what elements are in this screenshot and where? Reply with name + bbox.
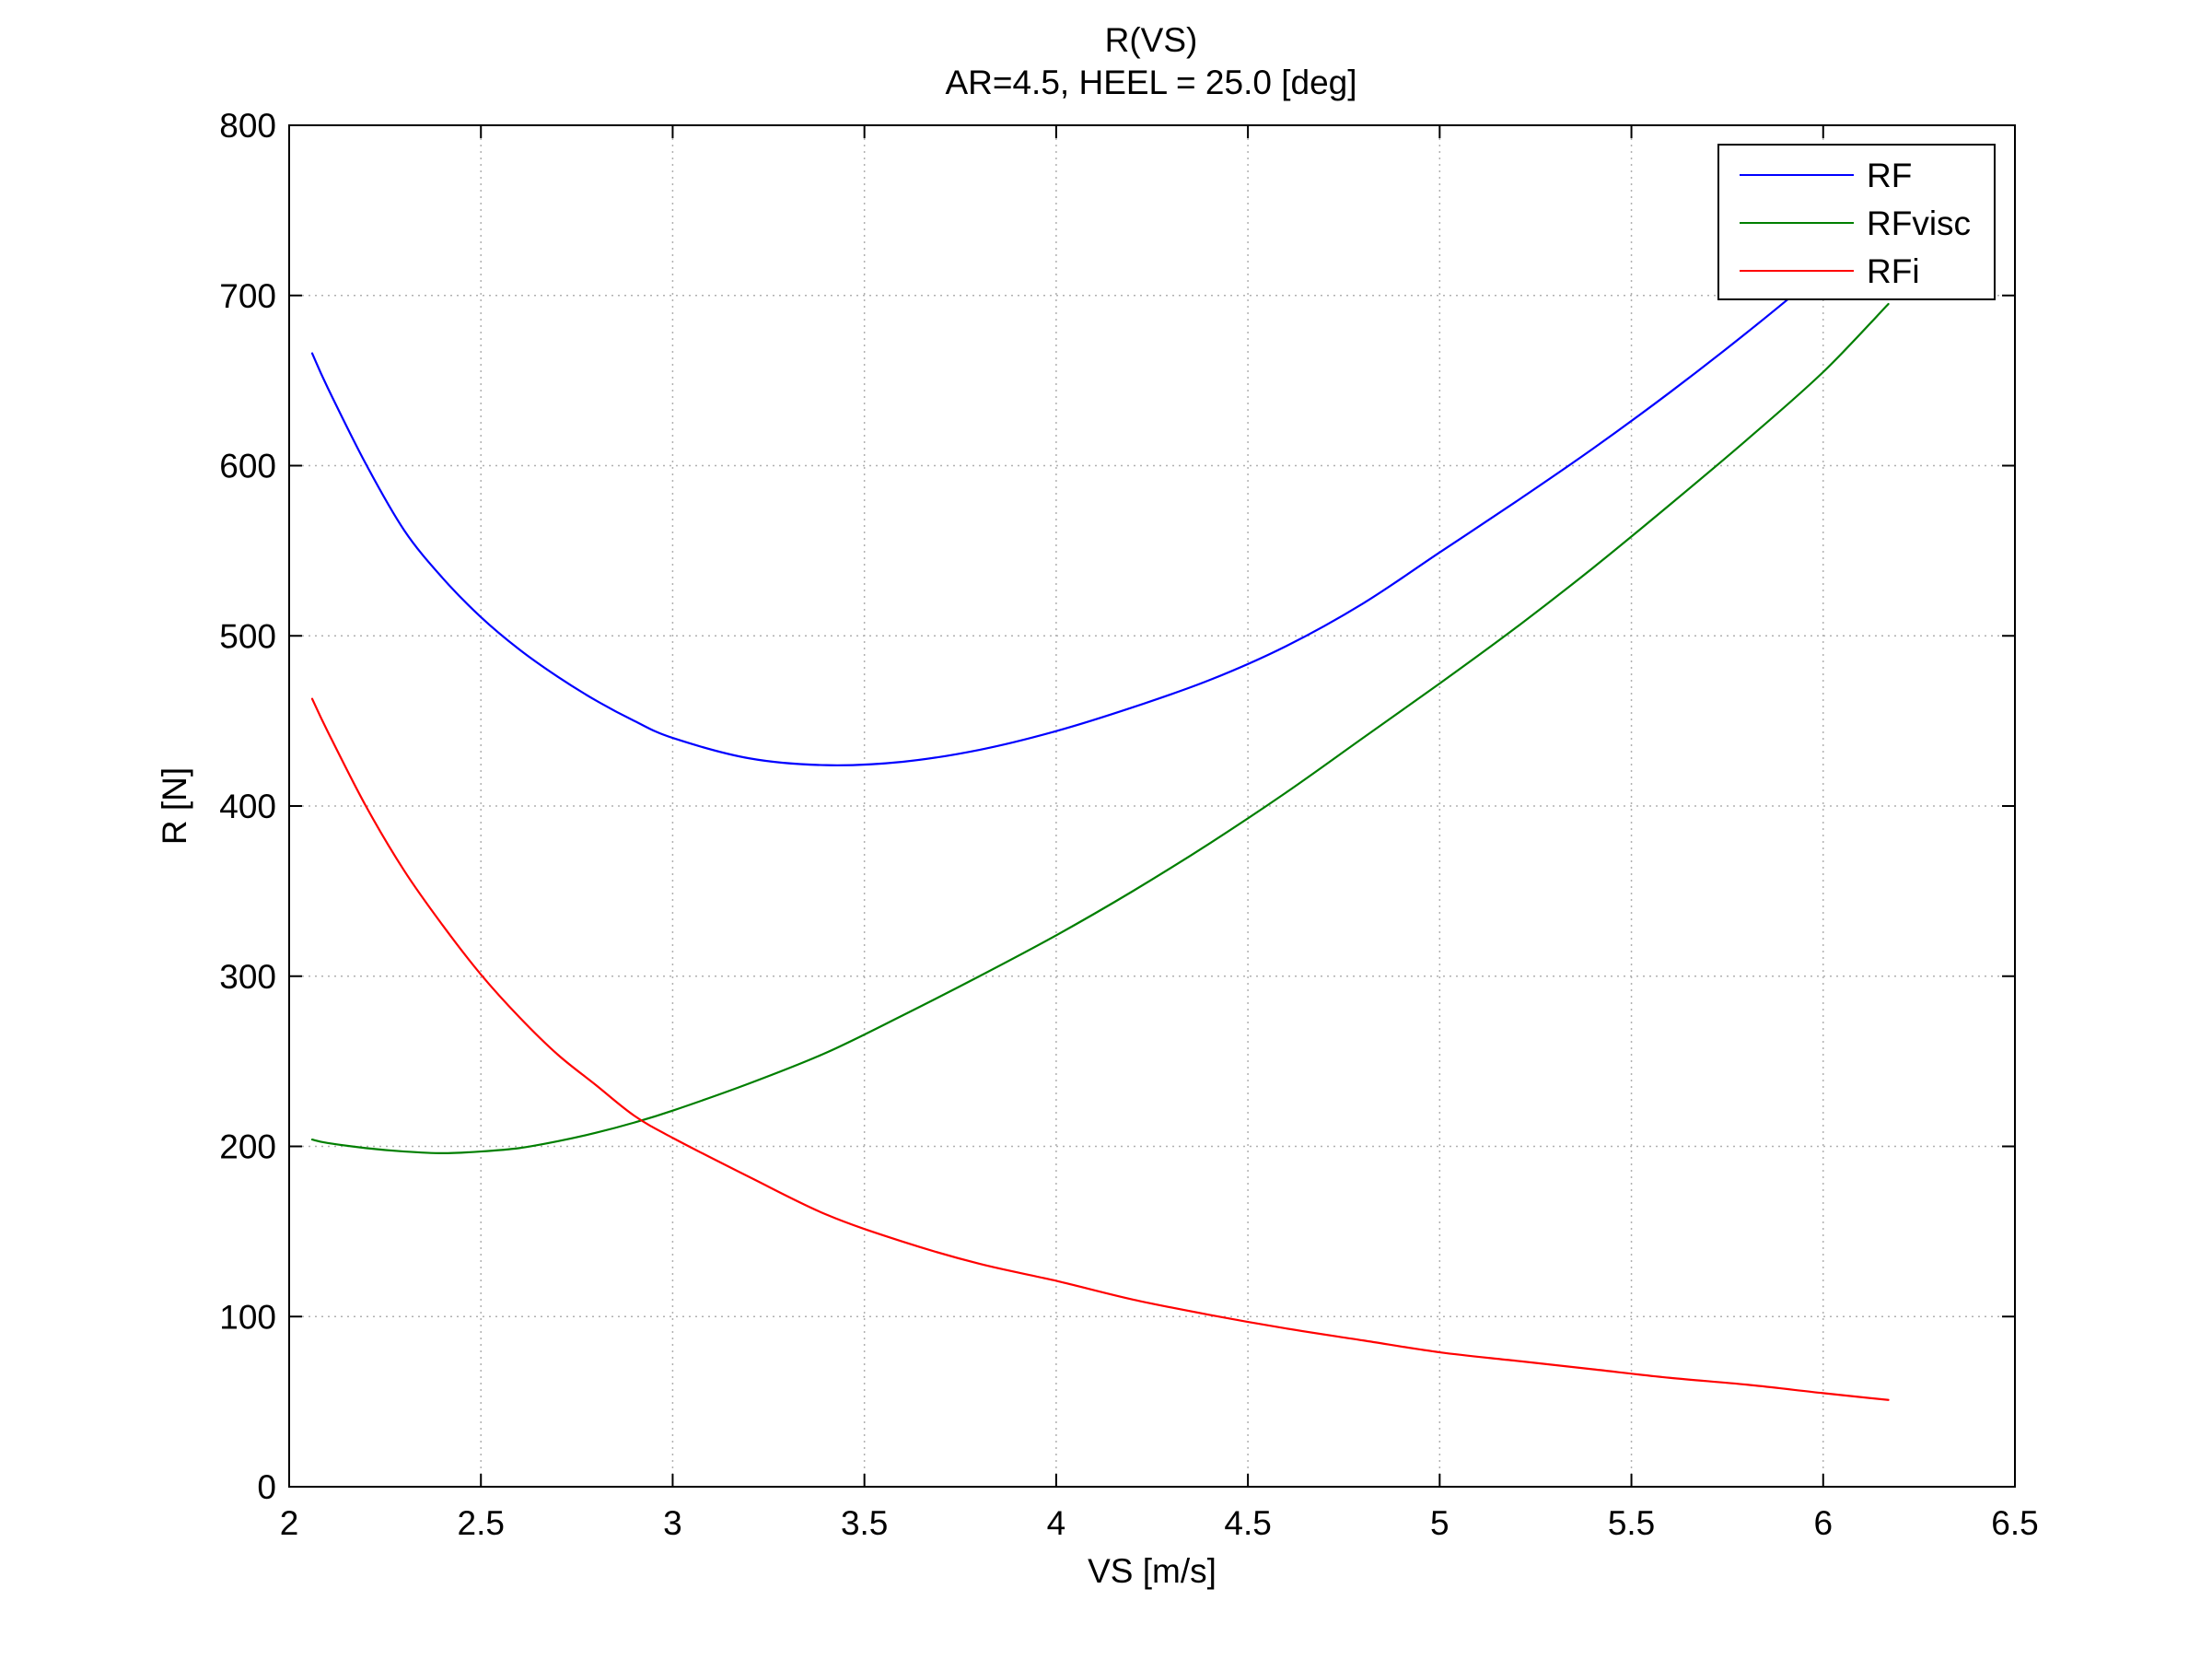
y-tick-label: 300 <box>219 958 276 996</box>
y-tick-label: 800 <box>219 107 276 145</box>
axis-ticks: 2 2.5 3 3.5 4 4.5 5 5.5 6 6.5 0 100 200 300 400 500 600 7… <box>219 107 2038 1542</box>
legend-label-rf: RF <box>1867 157 1912 194</box>
series-line-rf <box>310 212 1890 766</box>
x-tick-label: 2 <box>280 1504 299 1542</box>
x-tick-label: 5.5 <box>1608 1504 1655 1542</box>
chart-title: R(VS) <box>1105 21 1198 59</box>
y-tick-label: 600 <box>219 448 276 485</box>
x-tick-label: 4 <box>1047 1504 1066 1542</box>
legend: RF RFvisc RFi <box>1717 144 1996 300</box>
y-tick-label: 500 <box>219 617 276 655</box>
y-tick-label: 700 <box>219 277 276 315</box>
x-tick-label: 5 <box>1430 1504 1449 1542</box>
y-tick-label: 100 <box>219 1298 276 1336</box>
x-axis-label: VS [m/s] <box>1088 1552 1217 1590</box>
x-tick-label: 6.5 <box>1991 1504 2038 1542</box>
x-tick-label: 3.5 <box>841 1504 888 1542</box>
y-tick-label: 200 <box>219 1128 276 1166</box>
y-tick-label: 400 <box>219 788 276 825</box>
series-lines <box>310 212 1890 1401</box>
x-tick-label: 2.5 <box>458 1504 505 1542</box>
series-line-rfvisc <box>310 302 1890 1154</box>
y-tick-label: 0 <box>257 1468 276 1506</box>
y-axis-label: R [N] <box>156 767 193 845</box>
x-tick-label: 4.5 <box>1224 1504 1271 1542</box>
x-tick-label: 6 <box>1813 1504 1833 1542</box>
series-line-rfi <box>310 697 1890 1401</box>
legend-label-rfvisc: RFvisc <box>1867 204 1971 242</box>
chart-subtitle: AR=4.5, HEEL = 25.0 [deg] <box>945 64 1356 101</box>
legend-label-rfi: RFi <box>1867 252 1920 290</box>
x-tick-label: 3 <box>663 1504 682 1542</box>
